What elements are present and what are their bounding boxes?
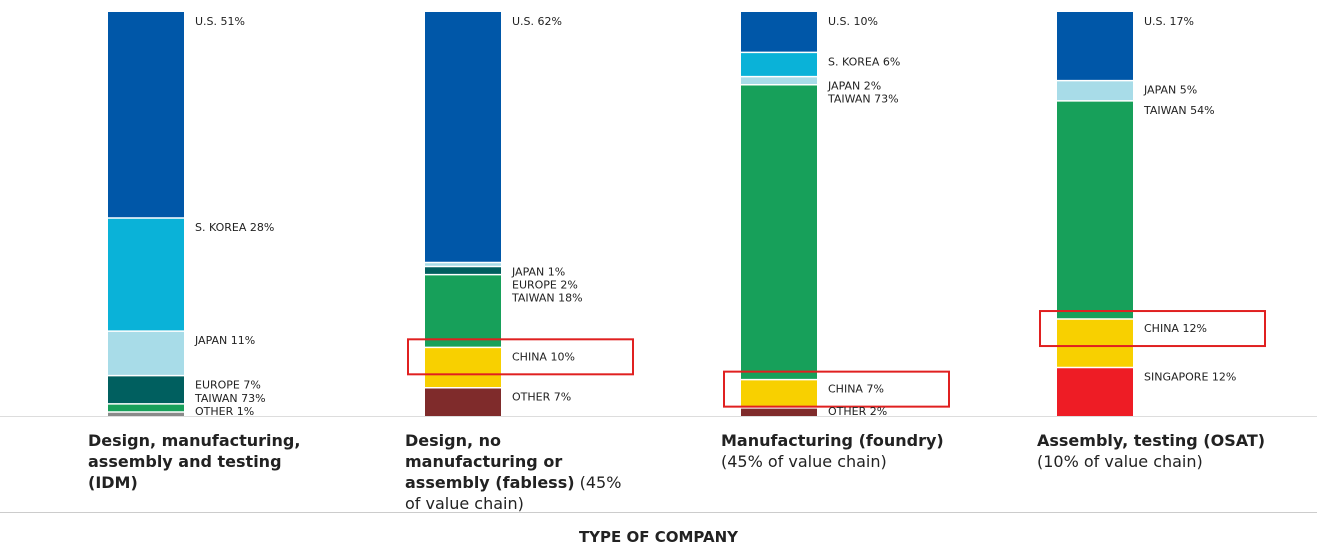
- bar-segment: [108, 12, 184, 219]
- bar-segment: [741, 76, 817, 85]
- category-label: Design, no manufacturing or assembly (fa…: [405, 430, 635, 514]
- category-name: Design, manufacturing, assembly and test…: [88, 431, 301, 492]
- highlight-box: [1039, 310, 1266, 348]
- bar-segment: [108, 331, 184, 376]
- bar-segment: [1057, 80, 1133, 101]
- bar-segment: [741, 52, 817, 77]
- bar-segment: [425, 262, 501, 267]
- segment-label: OTHER 1%: [195, 405, 254, 418]
- category-label: Assembly, testing (OSAT) (10% of value c…: [1037, 430, 1267, 472]
- segment-label: OTHER 2%: [828, 405, 887, 418]
- x-axis-title: TYPE OF COMPANY: [578, 528, 739, 546]
- highlight-box: [407, 338, 634, 376]
- bar-segment: [425, 266, 501, 275]
- category-note: (45% of value chain): [721, 452, 887, 471]
- segment-label: EUROPE 2%: [512, 278, 578, 291]
- segment-label: CHINA 12%: [1144, 322, 1207, 335]
- segment-label: TAIWAN 73%: [827, 93, 899, 106]
- bar-segment: [1057, 12, 1133, 81]
- bar-segment: [425, 347, 501, 388]
- segment-label: JAPAN 1%: [511, 265, 565, 278]
- segment-label: TAIWAN 73%: [194, 392, 266, 405]
- segment-label: SINGAPORE 12%: [1144, 371, 1236, 384]
- category-label: Manufacturing (foundry) (45% of value ch…: [721, 430, 951, 472]
- segment-label: JAPAN 5%: [1143, 84, 1197, 97]
- category-label: Design, manufacturing, assembly and test…: [88, 430, 318, 493]
- category-name: Design, no manufacturing or assembly (fa…: [405, 431, 575, 492]
- bar-segment: [1057, 100, 1133, 320]
- category-name: Assembly, testing (OSAT): [1037, 431, 1266, 450]
- bar-segment: [425, 12, 501, 263]
- bar-segment: [1057, 367, 1133, 416]
- segment-label: U.S. 51%: [195, 15, 245, 28]
- bar-segment: [425, 274, 501, 348]
- segment-label: U.S. 10%: [828, 15, 878, 28]
- segment-label: S. KOREA 28%: [195, 221, 274, 234]
- segment-label: EUROPE 7%: [195, 379, 261, 392]
- segment-label: TAIWAN 54%: [1143, 104, 1215, 117]
- bar-segment: [108, 218, 184, 332]
- bar-segment: [741, 407, 817, 416]
- segment-label: OTHER 7%: [512, 391, 571, 404]
- bar-segment: [425, 387, 501, 416]
- segment-label: U.S. 17%: [1144, 15, 1194, 28]
- segment-label: TAIWAN 18%: [511, 291, 583, 304]
- highlight-box: [723, 370, 950, 408]
- bar-segment: [108, 411, 184, 416]
- bar-segment: [108, 375, 184, 404]
- bar-segment: [741, 84, 817, 380]
- category-name: Manufacturing (foundry): [721, 431, 944, 450]
- segment-label: CHINA 10%: [512, 350, 575, 363]
- segment-label: S. KOREA 6%: [828, 55, 900, 68]
- bar-segment: [1057, 319, 1133, 368]
- category-note: (45% of value chain): [405, 473, 622, 513]
- segment-label: JAPAN 11%: [194, 334, 255, 347]
- segment-label: CHINA 7%: [828, 383, 884, 396]
- bar-segment: [741, 12, 817, 53]
- segment-label: JAPAN 2%: [827, 80, 881, 93]
- bar-segment: [108, 403, 184, 412]
- bar-segment: [741, 379, 817, 408]
- category-note: (10% of value chain): [1037, 452, 1203, 471]
- segment-label: U.S. 62%: [512, 15, 562, 28]
